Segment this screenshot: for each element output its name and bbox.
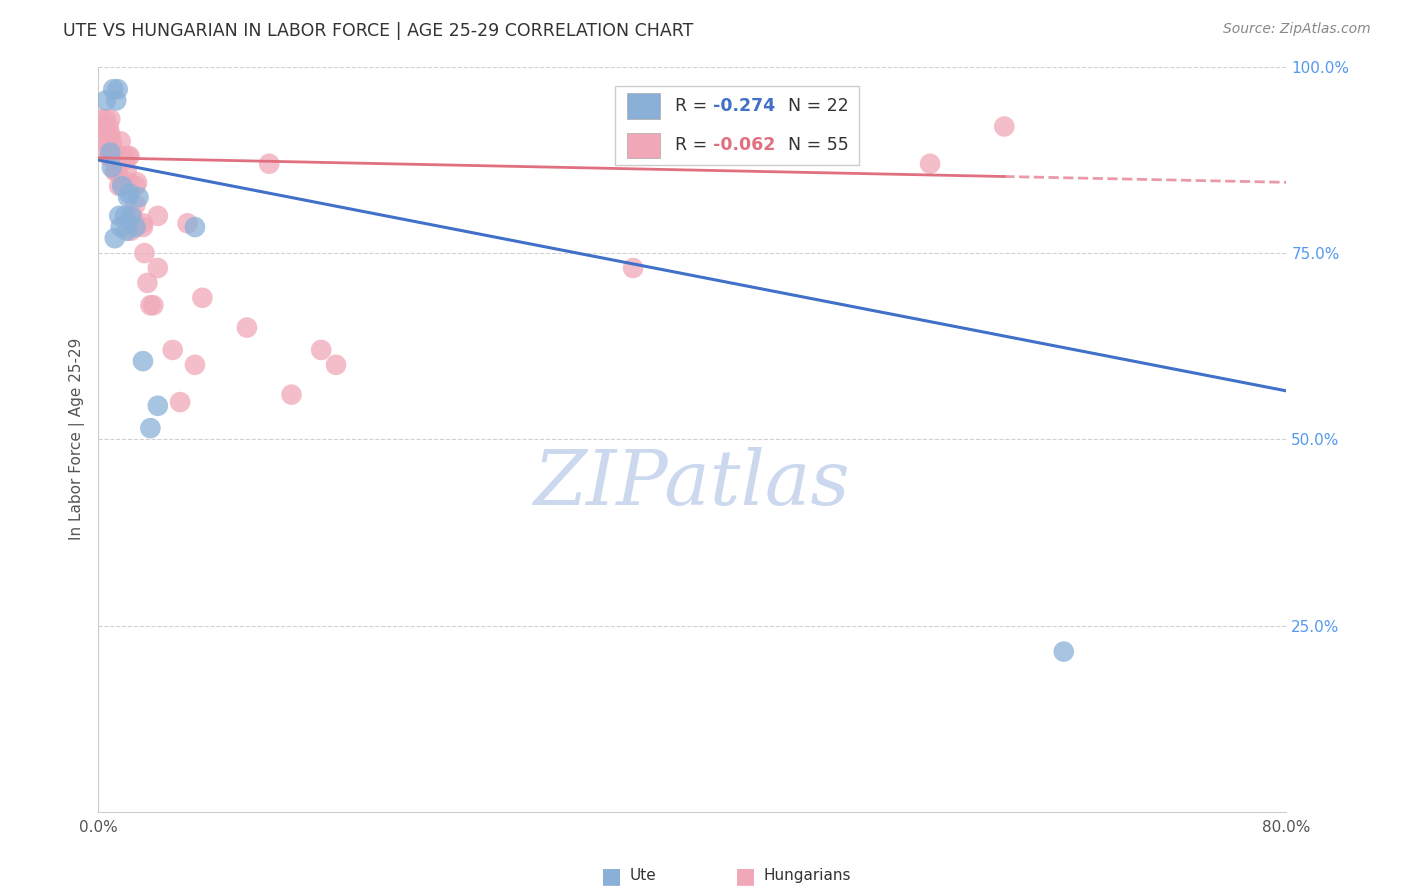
Text: R =: R = [675,96,713,115]
Y-axis label: In Labor Force | Age 25-29: In Labor Force | Age 25-29 [69,338,86,541]
Point [98,145,121,160]
Text: N = 55: N = 55 [776,136,849,154]
Text: UTE VS HUNGARIAN IN LABOR FORCE | AGE 25-29 CORRELATION CHART: UTE VS HUNGARIAN IN LABOR FORCE | AGE 25… [63,22,693,40]
Point [136,276,159,290]
Point [146,260,169,275]
Point [132,354,155,368]
Point [96,142,118,156]
Point [134,246,156,260]
Bar [627,133,661,159]
Point [101,138,124,153]
Point [325,358,347,372]
Point [191,291,214,305]
Point [118,149,141,163]
Point [93,135,115,149]
Point [105,164,128,178]
Point [139,298,162,312]
Point [107,82,129,96]
Point [105,94,128,108]
Point [146,399,169,413]
Point [98,112,121,126]
Point [132,220,155,235]
Point [920,157,942,171]
Point [124,220,146,235]
Point [97,130,120,145]
Point [142,298,165,312]
Point [139,421,162,435]
Point [114,153,136,167]
Point [176,216,198,230]
Point [104,231,127,245]
Point [162,343,184,357]
Point [111,179,134,194]
Point [124,179,146,194]
Point [120,209,142,223]
Point [107,164,129,178]
Text: -0.062: -0.062 [713,136,775,154]
Point [309,343,332,357]
Text: ■: ■ [602,866,621,886]
Point [91,120,114,134]
Bar [616,86,859,165]
Point [94,112,117,126]
Point [103,149,125,163]
Point [104,164,127,178]
Text: -0.274: -0.274 [713,96,775,115]
Point [128,190,150,204]
Point [124,197,146,211]
Point [112,149,135,163]
Point [117,175,139,189]
Point [184,220,207,235]
Point [117,190,139,204]
Point [257,157,280,171]
Text: N = 22: N = 22 [776,96,849,115]
Point [97,149,120,163]
Point [98,127,121,141]
Text: R =: R = [675,136,713,154]
Point [108,179,131,194]
Point [115,164,138,178]
Point [184,358,207,372]
Point [115,224,138,238]
Text: Ute: Ute [630,869,657,883]
Text: ■: ■ [735,866,755,886]
Point [117,149,139,163]
Point [118,186,141,201]
Point [120,224,142,238]
Text: Hungarians: Hungarians [763,869,851,883]
Point [621,260,644,275]
Point [169,395,191,409]
Text: ZIPatlas: ZIPatlas [534,447,851,521]
Point [146,209,169,223]
Point [97,120,120,134]
Point [280,387,302,401]
Point [114,209,136,223]
Point [1053,644,1076,658]
Point [105,153,128,167]
Point [108,209,131,223]
Point [90,112,112,126]
Point [993,120,1015,134]
Point [125,175,148,189]
Point [94,94,117,108]
Point [111,175,134,189]
Point [103,153,125,167]
Point [132,216,155,230]
Point [110,220,132,235]
Point [107,153,129,167]
Point [96,127,118,141]
Point [121,209,143,223]
Point [110,135,132,149]
Point [101,161,124,175]
Text: Source: ZipAtlas.com: Source: ZipAtlas.com [1223,22,1371,37]
Point [236,320,259,334]
Point [101,135,124,149]
Bar [627,93,661,119]
Point [103,82,125,96]
